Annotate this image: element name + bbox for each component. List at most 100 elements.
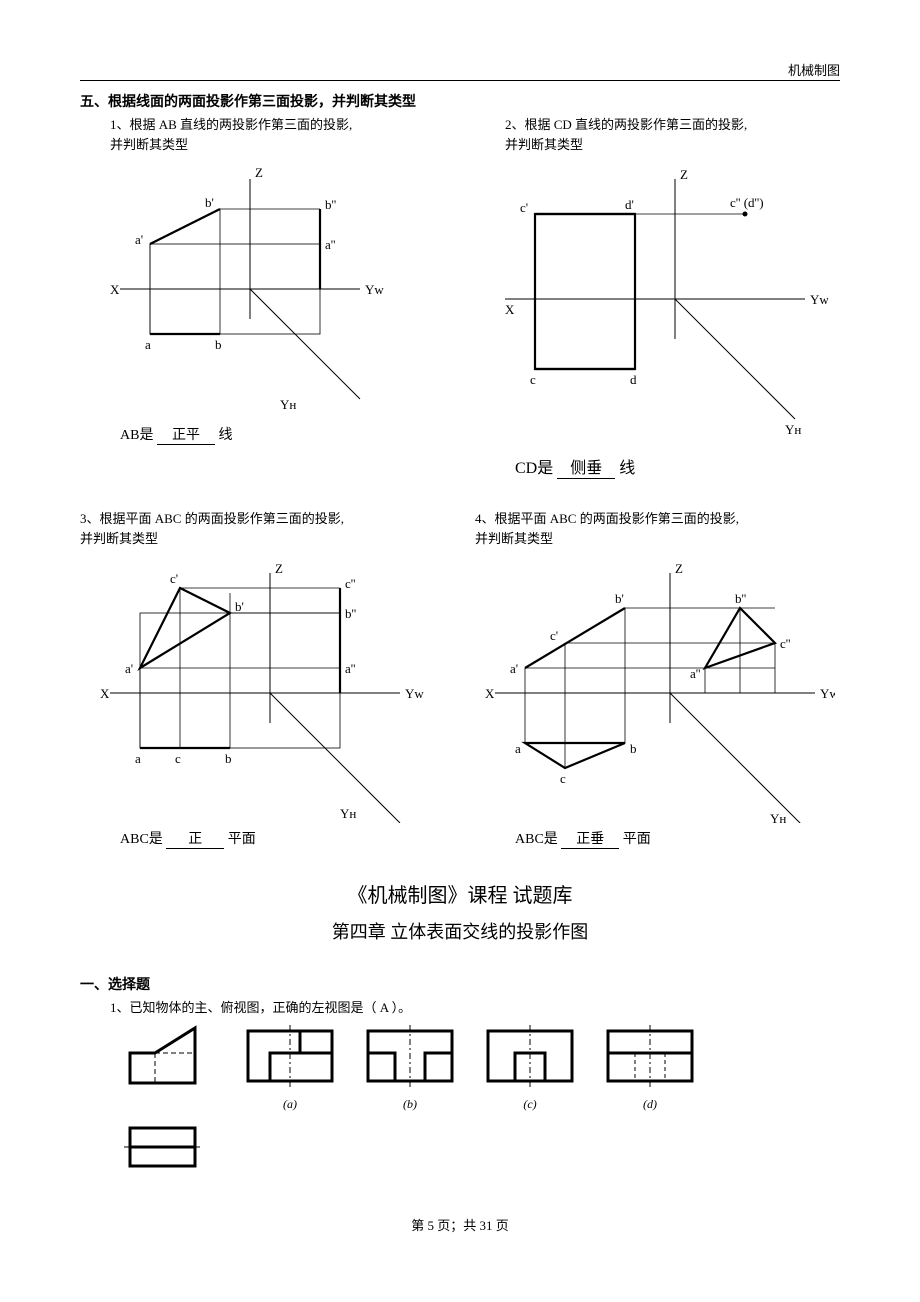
lbl-bpp: b''	[325, 197, 336, 212]
ans2-value: 侧垂	[557, 454, 615, 479]
option-b: (b)	[360, 1023, 460, 1112]
answer-1: AB是 正平 线	[120, 424, 445, 445]
problem-4-text: 4、根据平面 ABC 的两面投影作第三面的投影, 并判断其类型	[475, 509, 840, 548]
p2-line1: 2、根据 CD 直线的两投影作第三面的投影,	[505, 117, 747, 132]
diagram-1: Z X Yᴡ Yʜ a' b' b'' a'' a b	[80, 159, 400, 419]
lbl3-cp: c'	[170, 571, 178, 586]
lbl-d: d	[630, 372, 637, 387]
page-content: 机械制图 五、根据线面的两面投影作第三面投影，并判断其类型 1、根据 AB 直线…	[0, 0, 920, 1264]
p4-line2: 并判断其类型	[475, 531, 553, 546]
header-rule	[80, 80, 840, 81]
problem-2-text: 2、根据 CD 直线的两投影作第三面的投影, 并判断其类型	[505, 115, 840, 154]
problem-3-text: 3、根据平面 ABC 的两面投影作第三面的投影, 并判断其类型	[80, 509, 445, 548]
lbl3-a: a	[135, 751, 141, 766]
axis-yh2: Yʜ	[785, 422, 801, 437]
header-doc-title: 机械制图	[788, 60, 840, 79]
main-front-view	[120, 1023, 220, 1093]
axis-yh4: Yʜ	[770, 811, 786, 823]
ans2-suffix: 线	[619, 460, 635, 477]
page-footer: 第 5 页；共 31 页	[80, 1215, 840, 1234]
choice-q1-text: 1、已知物体的主、俯视图，正确的左视图是（ A ）。	[110, 998, 840, 1018]
lbl4-bpp: b''	[735, 591, 746, 606]
chapter-subtitle: 第四章 立体表面交线的投影作图	[80, 918, 840, 944]
problem-2: 2、根据 CD 直线的两投影作第三面的投影, 并判断其类型	[475, 115, 840, 479]
lbl3-bpp: b''	[345, 606, 356, 621]
p1-line2: 并判断其类型	[110, 137, 188, 152]
axis-yw4: Yᴡ	[820, 686, 835, 701]
lbl3-c: c	[175, 751, 181, 766]
row-problems-3-4: 3、根据平面 ABC 的两面投影作第三面的投影, 并判断其类型	[80, 509, 840, 849]
option-d: (d)	[600, 1023, 700, 1112]
ans3-prefix: ABC是	[120, 832, 163, 847]
ans1-prefix: AB是	[120, 428, 153, 443]
axis-yw2: Yᴡ	[810, 292, 829, 307]
problem-1-text: 1、根据 AB 直线的两投影作第三面的投影, 并判断其类型	[110, 115, 445, 154]
problem-3: 3、根据平面 ABC 的两面投影作第三面的投影, 并判断其类型	[80, 509, 445, 849]
p3-line1: 3、根据平面 ABC 的两面投影作第三面的投影,	[80, 511, 344, 526]
main-top-view	[120, 1120, 840, 1175]
section5-title: 五、根据线面的两面投影作第三面投影，并判断其类型	[80, 91, 840, 111]
option-c: (c)	[480, 1023, 580, 1112]
lbl4-app: a''	[690, 666, 700, 681]
diagram-4: Z X Yᴡ Yʜ a' b' c' a'' b'' c'' a b c	[475, 553, 835, 823]
lbl4-b: b	[630, 741, 637, 756]
opt-a-label: (a)	[240, 1097, 340, 1112]
ans3-suffix: 平面	[228, 832, 256, 847]
diagram-3: Z X Yᴡ Yʜ a' b' c' c'' b'' a'' a b c	[80, 553, 430, 823]
axis-x: X	[110, 282, 120, 297]
row-problems-1-2: 1、根据 AB 直线的两投影作第三面的投影, 并判断其类型	[80, 115, 840, 479]
axis-z: Z	[255, 165, 263, 180]
lbl3-b: b	[225, 751, 232, 766]
lbl-c: c	[530, 372, 536, 387]
lbl4-bp: b'	[615, 591, 624, 606]
lbl4-a: a	[515, 741, 521, 756]
ans2-prefix: CD是	[515, 460, 553, 477]
opt-c-label: (c)	[480, 1097, 580, 1112]
lbl3-app: a''	[345, 661, 355, 676]
lbl3-ap: a'	[125, 661, 133, 676]
lbl-a: a	[145, 337, 151, 352]
ans1-suffix: 线	[218, 428, 232, 443]
problem-1: 1、根据 AB 直线的两投影作第三面的投影, 并判断其类型	[80, 115, 445, 479]
ans4-prefix: ABC是	[515, 832, 558, 847]
axis-yh3: Yʜ	[340, 806, 356, 821]
axis-yw: Yᴡ	[365, 282, 384, 297]
lbl4-ap: a'	[510, 661, 518, 676]
lbl3-bp: b'	[235, 599, 244, 614]
lbl-cpp: c'' (d'')	[730, 195, 764, 210]
opt-d-label: (d)	[600, 1097, 700, 1112]
ans4-suffix: 平面	[623, 832, 651, 847]
ans3-value: 正	[166, 828, 224, 849]
axis-z4: Z	[675, 561, 683, 576]
axis-x4: X	[485, 686, 495, 701]
p1-line1: 1、根据 AB 直线的两投影作第三面的投影,	[110, 117, 352, 132]
p3-line2: 并判断其类型	[80, 531, 158, 546]
lbl-b: b	[215, 337, 222, 352]
p2-line2: 并判断其类型	[505, 137, 583, 152]
axis-z3: Z	[275, 561, 283, 576]
option-a: (a)	[240, 1023, 340, 1112]
answer-2: CD是 侧垂 线	[515, 454, 840, 479]
axis-yw3: Yᴡ	[405, 686, 424, 701]
lbl4-cp: c'	[550, 628, 558, 643]
diagram-2: Z X Yᴡ Yʜ c' d' c'' (d'') c d	[475, 159, 835, 449]
lbl-cp: c'	[520, 200, 528, 215]
lbl-dp: d'	[625, 197, 634, 212]
lbl4-cpp: c''	[780, 636, 790, 651]
problem-4: 4、根据平面 ABC 的两面投影作第三面的投影, 并判断其类型	[475, 509, 840, 849]
axis-x2: X	[505, 302, 515, 317]
axis-x3: X	[100, 686, 110, 701]
lbl-app: a''	[325, 237, 335, 252]
ans1-value: 正平	[157, 424, 215, 445]
answer-4: ABC是 正垂 平面	[515, 828, 840, 849]
p4-line1: 4、根据平面 ABC 的两面投影作第三面的投影,	[475, 511, 739, 526]
axis-yh: Yʜ	[280, 397, 296, 412]
choice-row: (a) (b)	[120, 1023, 840, 1112]
lbl3-cpp: c''	[345, 576, 355, 591]
lbl4-c: c	[560, 771, 566, 786]
choice-section-title: 一、选择题	[80, 974, 840, 994]
lbl-ap: a'	[135, 232, 143, 247]
axis-z2: Z	[680, 167, 688, 182]
opt-b-label: (b)	[360, 1097, 460, 1112]
chapter-title: 《机械制图》课程 试题库	[80, 879, 840, 908]
